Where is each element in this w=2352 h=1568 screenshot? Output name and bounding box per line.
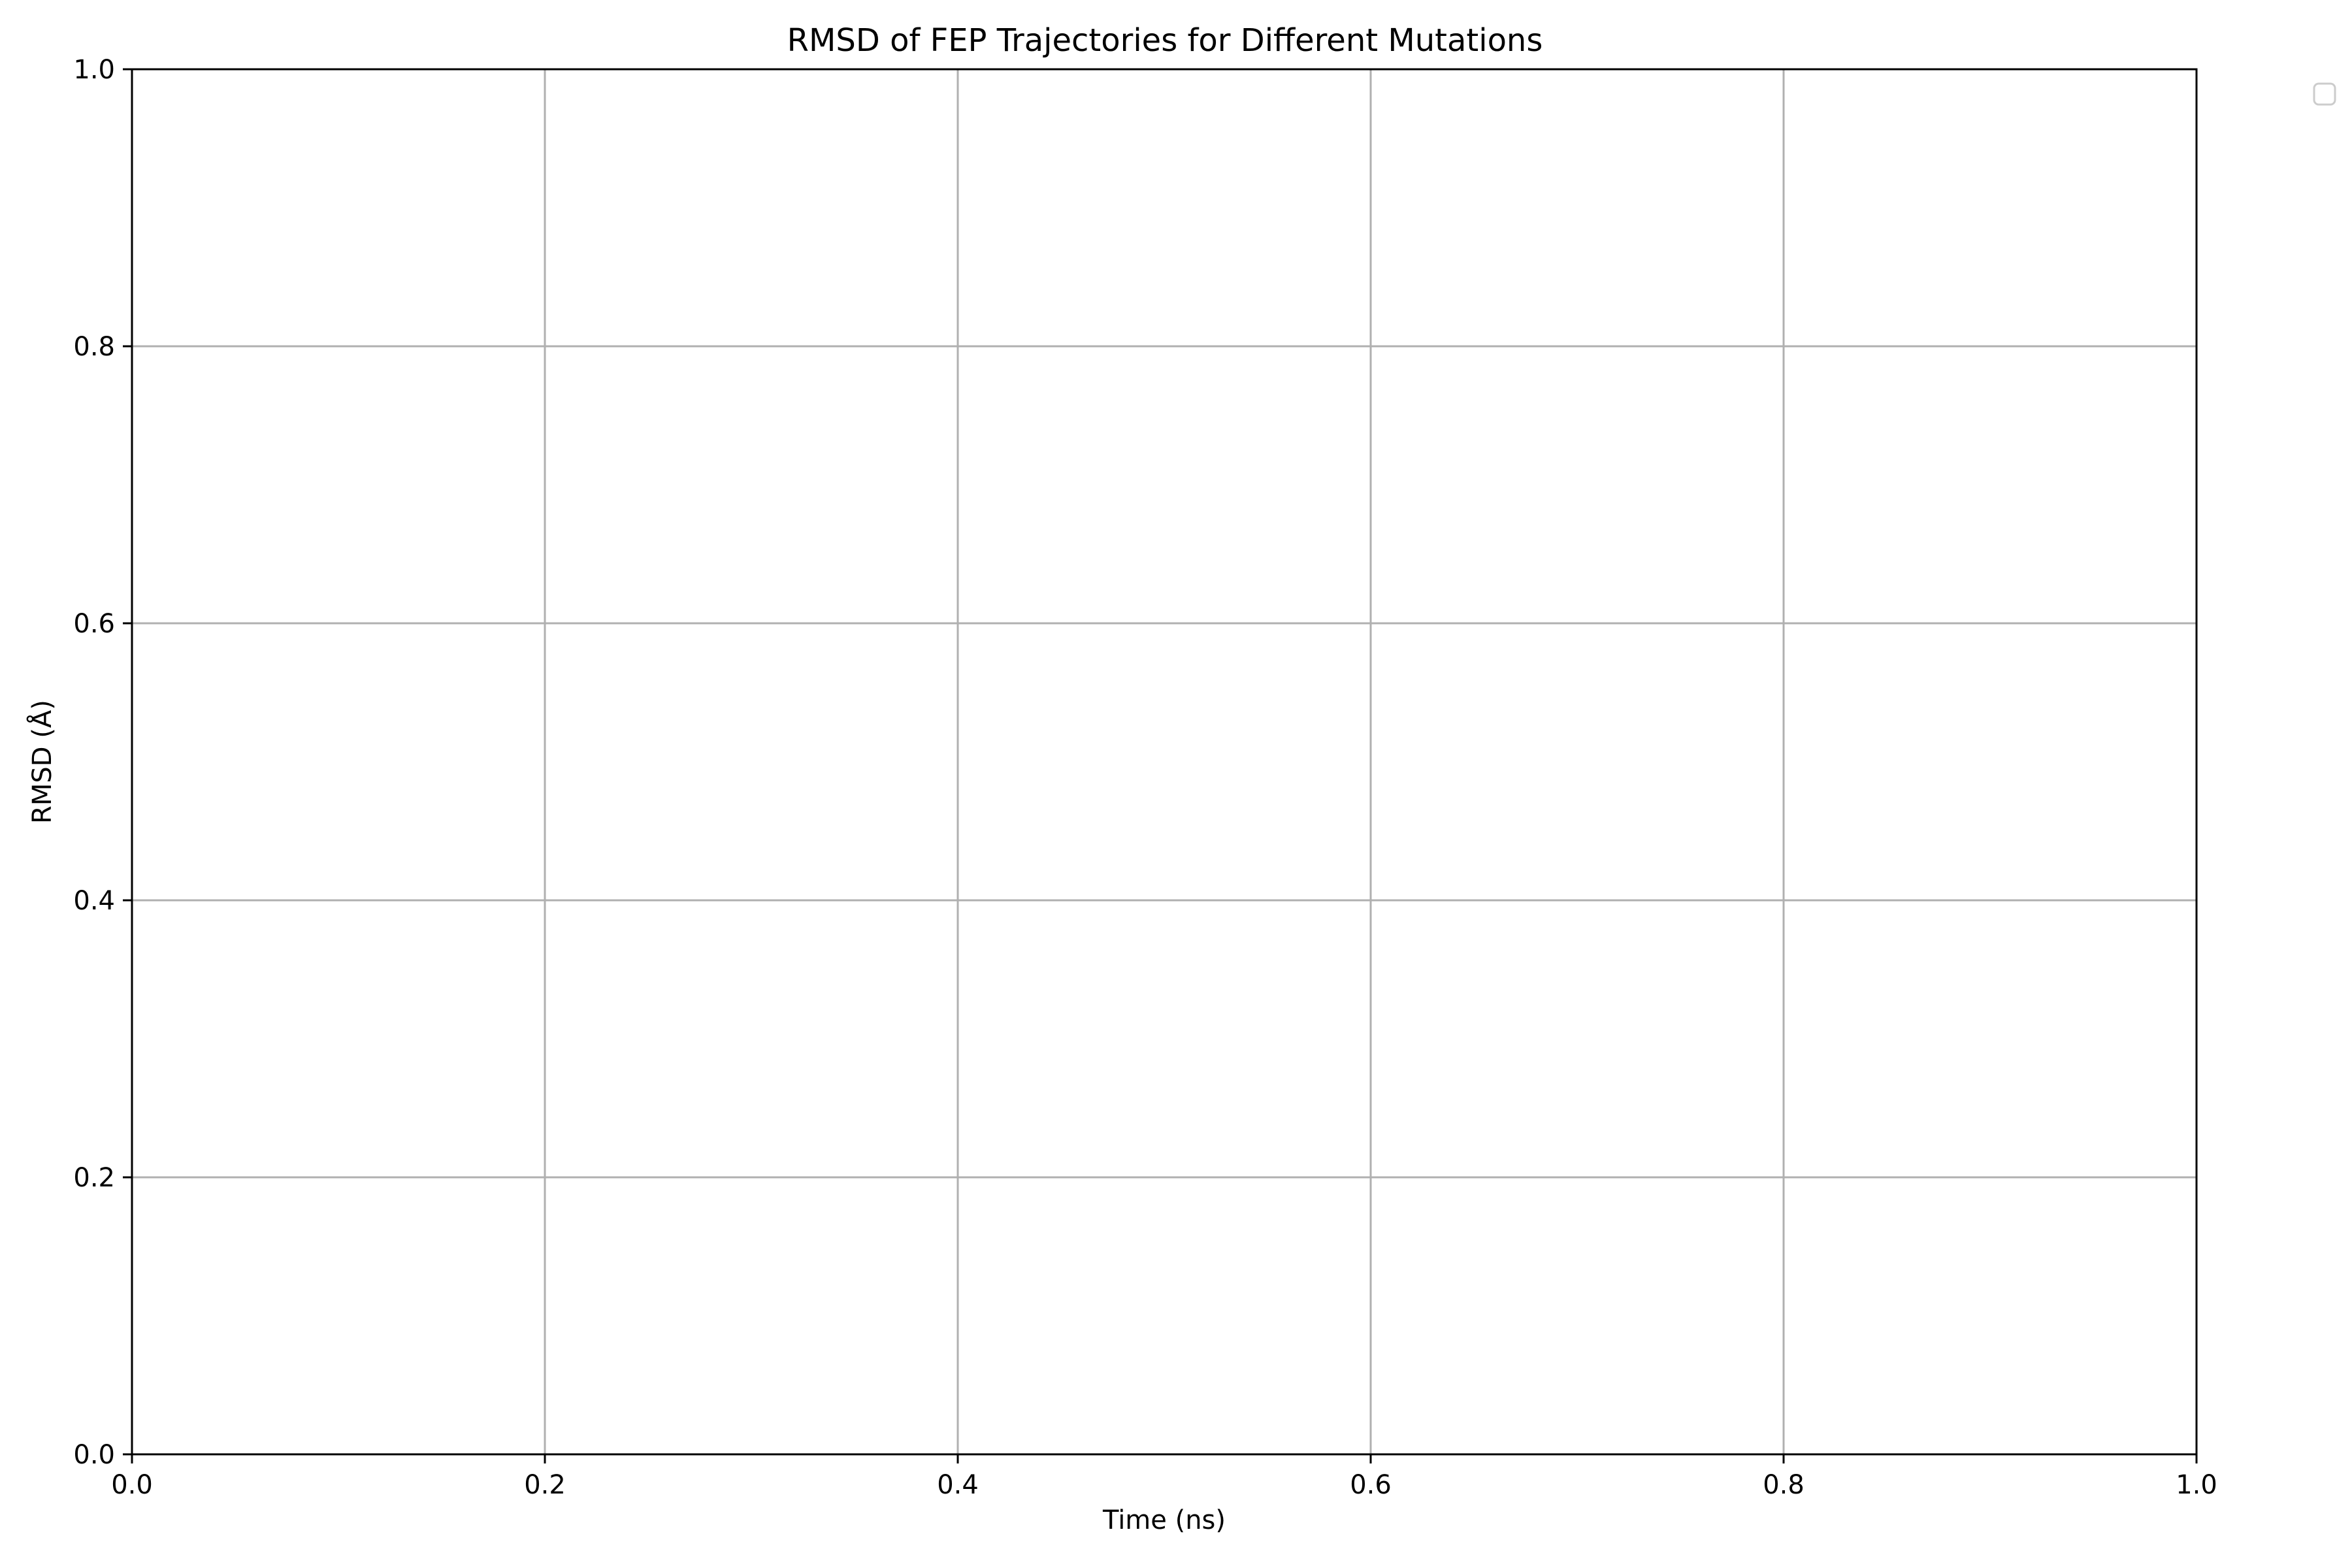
x-tick-label: 1.0 — [2176, 1470, 2217, 1500]
y-tick-label: 0.6 — [73, 609, 115, 639]
y-axis-ticks: 0.0 0.2 0.4 0.6 0.8 1.0 — [73, 55, 132, 1470]
plot-frame — [131, 68, 2198, 1456]
plot-background — [132, 69, 2197, 1454]
y-axis-label: RMSD (Å) — [26, 700, 57, 824]
y-tick-label: 0.4 — [73, 886, 115, 916]
grid — [131, 68, 2198, 1456]
x-axis-label: Time (ns) — [1102, 1505, 1226, 1535]
x-tick-label: 0.8 — [1763, 1470, 1805, 1500]
x-tick-label: 0.4 — [937, 1470, 979, 1500]
x-tick-label: 0.6 — [1350, 1470, 1392, 1500]
legend-box — [2313, 82, 2336, 106]
y-tick-label: 0.8 — [73, 332, 115, 362]
y-tick-label: 0.2 — [73, 1163, 115, 1193]
y-tick-label: 1.0 — [73, 55, 115, 85]
x-tick-label: 0.2 — [524, 1470, 566, 1500]
legend — [2313, 82, 2336, 106]
x-tick-label: 0.0 — [111, 1470, 153, 1500]
plot-area — [131, 68, 2198, 1456]
chart-title: RMSD of FEP Trajectories for Different M… — [787, 22, 1543, 59]
y-tick-label: 0.0 — [73, 1440, 115, 1470]
x-axis-ticks: 0.0 0.2 0.4 0.6 0.8 1.0 — [111, 1454, 2217, 1500]
